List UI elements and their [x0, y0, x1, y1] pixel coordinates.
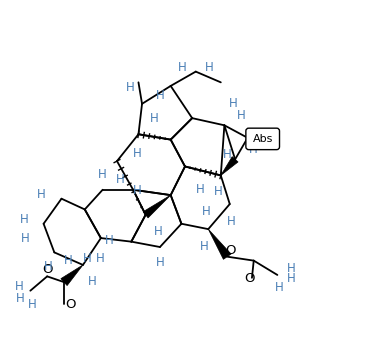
Text: O: O	[43, 263, 53, 276]
Text: H: H	[226, 215, 235, 228]
Text: H: H	[28, 298, 37, 311]
Text: H: H	[133, 184, 142, 197]
Text: H: H	[21, 232, 30, 245]
Text: H: H	[196, 183, 204, 195]
Text: H: H	[95, 252, 104, 265]
Text: O: O	[65, 298, 76, 311]
Text: H: H	[37, 188, 46, 200]
Text: H: H	[200, 240, 209, 253]
Text: H: H	[205, 61, 214, 74]
Text: H: H	[88, 275, 97, 287]
Text: H: H	[223, 148, 232, 161]
Text: H: H	[44, 260, 53, 273]
Text: H: H	[83, 252, 92, 265]
Text: H: H	[150, 112, 159, 125]
Text: H: H	[249, 143, 258, 156]
Text: H: H	[229, 97, 238, 110]
Text: H: H	[16, 292, 25, 305]
Text: H: H	[287, 262, 295, 275]
Text: H: H	[126, 81, 135, 94]
Polygon shape	[61, 265, 83, 286]
Text: H: H	[213, 185, 222, 198]
Text: Abs: Abs	[252, 134, 273, 144]
Polygon shape	[208, 229, 231, 259]
Text: O: O	[225, 244, 235, 257]
Text: H: H	[156, 256, 165, 268]
FancyBboxPatch shape	[246, 128, 279, 150]
Text: H: H	[178, 61, 186, 74]
Text: H: H	[20, 213, 29, 226]
Text: H: H	[115, 173, 124, 186]
Text: H: H	[154, 226, 162, 238]
Text: O: O	[244, 272, 255, 285]
Text: H: H	[156, 90, 165, 102]
Text: H: H	[14, 280, 23, 293]
Text: H: H	[105, 234, 114, 247]
Polygon shape	[143, 195, 171, 218]
Text: H: H	[201, 205, 210, 218]
Polygon shape	[221, 157, 238, 175]
Text: H: H	[237, 109, 246, 122]
Text: H: H	[64, 254, 73, 267]
Text: H: H	[98, 168, 106, 181]
Text: H: H	[133, 147, 142, 160]
Text: H: H	[275, 281, 283, 294]
Text: H: H	[287, 272, 295, 285]
